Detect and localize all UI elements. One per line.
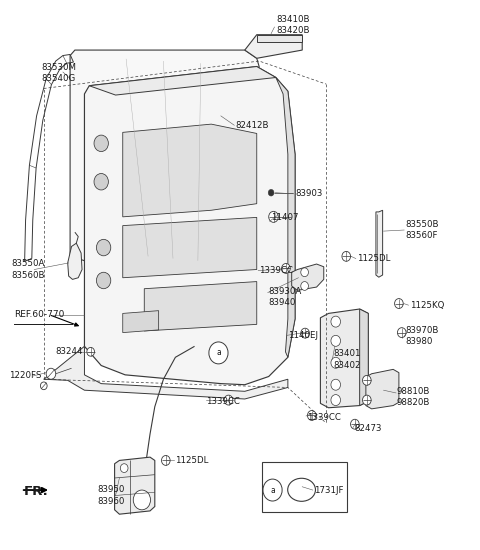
Text: 1125KQ: 1125KQ (410, 301, 444, 310)
Text: 83244: 83244 (56, 347, 83, 356)
Circle shape (94, 173, 108, 190)
Text: 98810B
98820B: 98810B 98820B (397, 387, 431, 407)
Text: 1339CC: 1339CC (307, 413, 341, 422)
Text: 83930A
83940: 83930A 83940 (269, 287, 302, 307)
Polygon shape (245, 35, 302, 58)
Polygon shape (123, 124, 257, 217)
Polygon shape (292, 264, 324, 290)
Circle shape (301, 268, 309, 277)
Circle shape (301, 328, 310, 338)
Circle shape (350, 419, 359, 429)
Circle shape (46, 368, 56, 379)
Text: 1339CC: 1339CC (259, 266, 293, 275)
Text: a: a (270, 486, 275, 494)
Polygon shape (360, 309, 368, 405)
Polygon shape (276, 78, 295, 358)
Circle shape (331, 316, 340, 327)
Text: 1140EJ: 1140EJ (288, 331, 318, 340)
Circle shape (331, 394, 340, 405)
Polygon shape (115, 457, 155, 514)
Circle shape (331, 379, 340, 390)
Text: 1125DL: 1125DL (357, 254, 391, 263)
Circle shape (282, 263, 290, 273)
Polygon shape (144, 282, 257, 331)
Polygon shape (123, 311, 158, 333)
Circle shape (224, 395, 233, 405)
Circle shape (209, 342, 228, 364)
Circle shape (342, 251, 350, 261)
Polygon shape (366, 370, 399, 409)
Polygon shape (89, 67, 276, 95)
Text: 1220FS: 1220FS (9, 371, 42, 381)
Circle shape (87, 348, 95, 356)
Polygon shape (70, 50, 259, 264)
Circle shape (120, 464, 128, 472)
Polygon shape (44, 346, 288, 399)
Circle shape (301, 282, 309, 290)
Text: 83410B
83420B: 83410B 83420B (276, 15, 310, 35)
Circle shape (263, 479, 282, 501)
Polygon shape (68, 243, 82, 279)
Text: 82473: 82473 (354, 424, 382, 433)
Circle shape (96, 239, 111, 256)
Circle shape (395, 299, 403, 309)
Circle shape (362, 395, 371, 405)
Text: 83550A
83560B: 83550A 83560B (11, 260, 45, 279)
Text: 83950
83960: 83950 83960 (97, 486, 125, 505)
Text: REF.60-770: REF.60-770 (14, 310, 64, 319)
Polygon shape (257, 35, 302, 42)
Circle shape (133, 490, 151, 510)
Text: 1339CC: 1339CC (206, 397, 240, 406)
Polygon shape (376, 210, 383, 277)
Circle shape (331, 358, 340, 368)
Polygon shape (84, 67, 295, 384)
Polygon shape (123, 217, 257, 278)
Circle shape (161, 455, 170, 465)
Circle shape (308, 410, 316, 420)
Circle shape (94, 135, 108, 152)
Text: 1125DL: 1125DL (175, 456, 209, 465)
Text: 83530M
83540G: 83530M 83540G (41, 63, 76, 83)
Text: 83401
83402: 83401 83402 (333, 349, 361, 370)
Text: FR.: FR. (24, 485, 48, 498)
Polygon shape (321, 309, 368, 408)
Bar (262, 461, 347, 512)
Text: 11407: 11407 (271, 213, 299, 222)
Circle shape (268, 189, 274, 196)
Circle shape (331, 336, 340, 346)
Circle shape (362, 376, 371, 385)
Text: 1731JF: 1731JF (314, 486, 344, 494)
Text: 83903: 83903 (295, 189, 323, 199)
Circle shape (269, 211, 278, 222)
Text: 82412B: 82412B (235, 121, 269, 130)
Circle shape (96, 272, 111, 289)
Text: 83970B
83980: 83970B 83980 (405, 326, 439, 346)
Circle shape (397, 328, 406, 338)
Circle shape (40, 382, 47, 389)
Text: a: a (216, 348, 221, 358)
Text: 83550B
83560F: 83550B 83560F (405, 220, 439, 240)
